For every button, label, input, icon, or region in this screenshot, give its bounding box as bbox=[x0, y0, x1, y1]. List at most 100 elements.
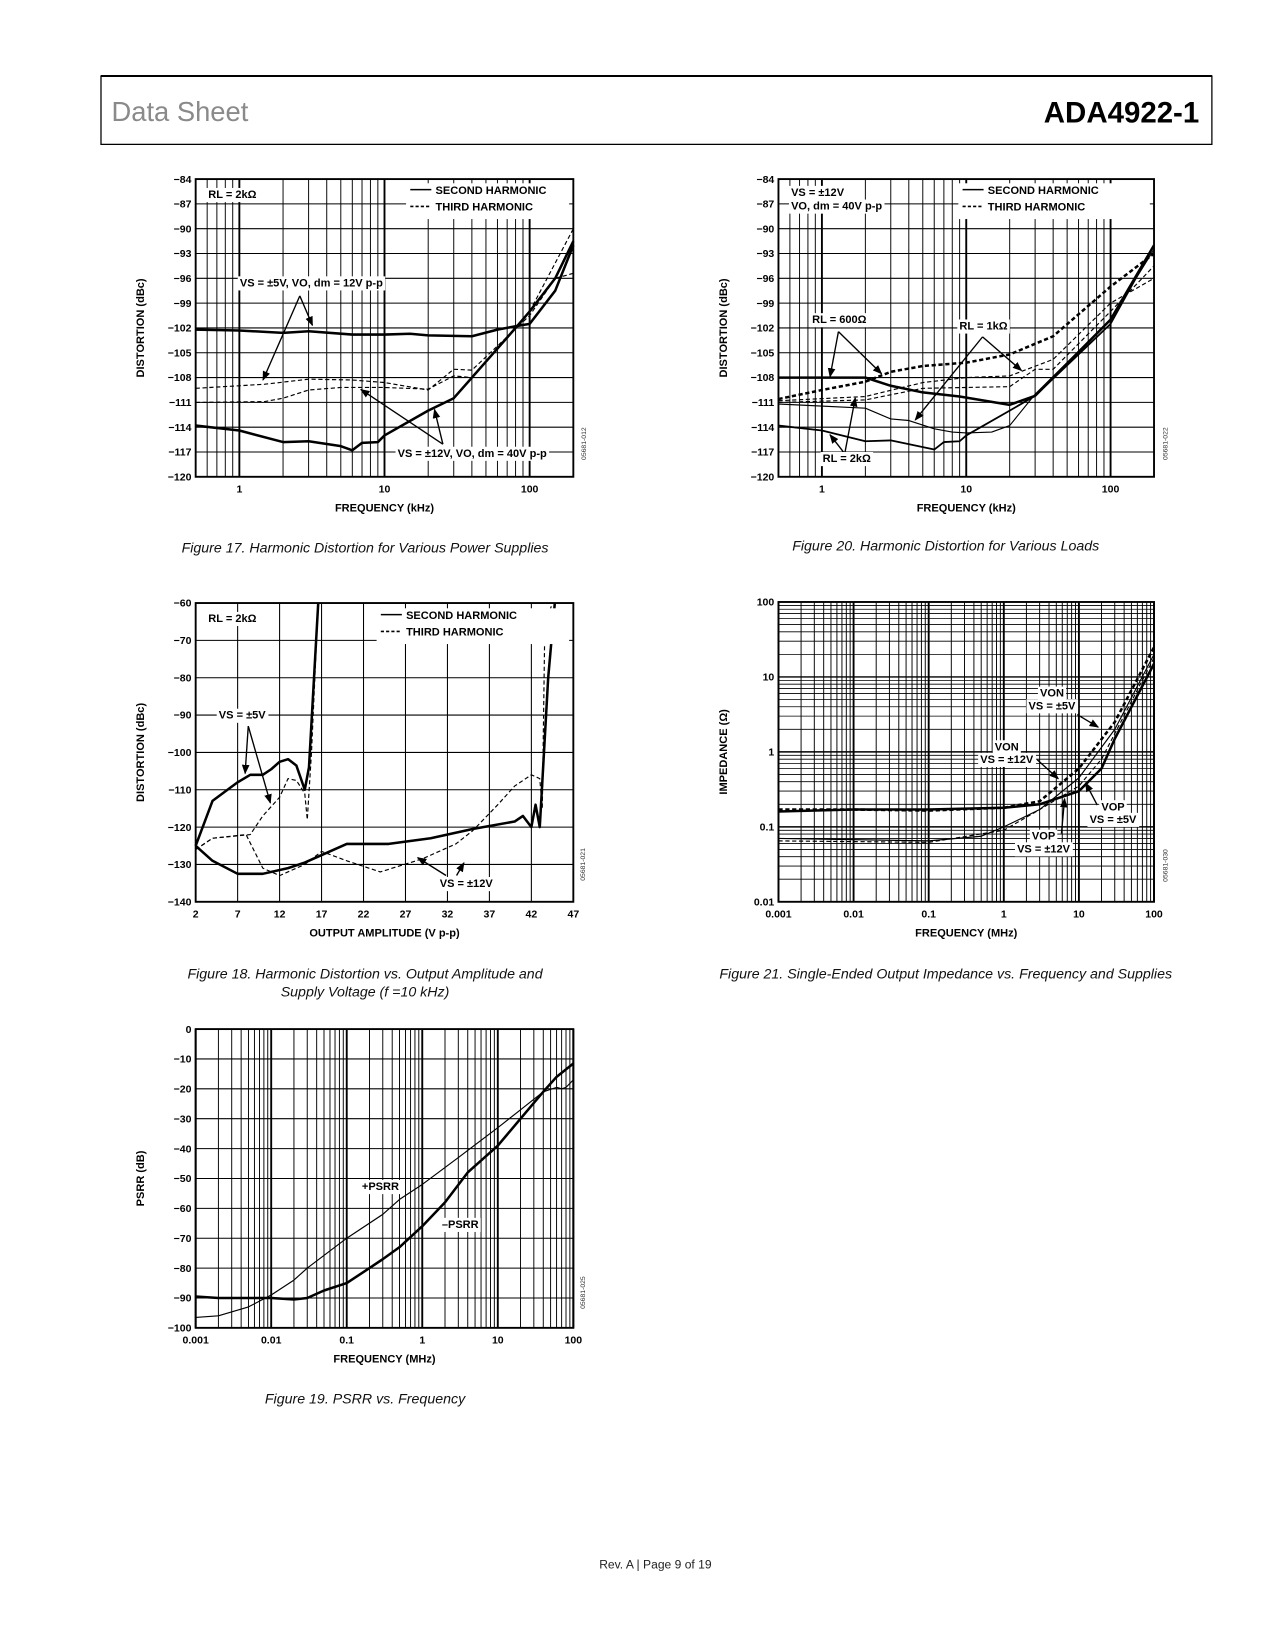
annotation-arrow bbox=[1085, 782, 1098, 806]
annotation-label: VS = ±12V bbox=[1017, 843, 1071, 855]
annotation-arrow bbox=[416, 857, 447, 877]
annotation-label: RL = 2kΩ bbox=[208, 189, 256, 201]
legend: SECOND HARMONIC THIRD HARMONIC bbox=[958, 183, 1150, 220]
y-tick-label: −108 bbox=[751, 372, 775, 384]
x-tick-label: 0.001 bbox=[765, 909, 791, 921]
series-line-0 bbox=[194, 602, 320, 847]
x-tick-label: 100 bbox=[1145, 909, 1163, 921]
annotation-label: +PSRR bbox=[362, 1181, 399, 1193]
legend: SECOND HARMONIC THIRD HARMONIC bbox=[376, 608, 570, 645]
annotation-background bbox=[395, 446, 550, 461]
x-tick-label: 2 bbox=[193, 909, 199, 921]
annotation-background bbox=[206, 187, 259, 203]
legend-background bbox=[958, 183, 1150, 220]
x-tick-label: 17 bbox=[316, 909, 328, 921]
y-tick-label: −99 bbox=[756, 298, 774, 310]
y-tick-label: −20 bbox=[174, 1084, 192, 1096]
x-tick-label: 22 bbox=[358, 909, 370, 921]
annotation-label: RL = 2kΩ bbox=[823, 453, 871, 465]
x-tick-label: 0.01 bbox=[843, 909, 864, 921]
figure-3-chart: 0.001 0.01 0.1 1 10 100 0 −10 −20 −30 −40 −50 −60 −70… bbox=[135, 1024, 587, 1408]
annotation-label: RL = 1kΩ bbox=[959, 321, 1007, 333]
x-tick-label: 1 bbox=[819, 484, 825, 496]
x-tick-label: 10 bbox=[492, 1335, 504, 1347]
y-tick-label: −30 bbox=[174, 1113, 192, 1125]
y-tick-label: −114 bbox=[168, 422, 191, 434]
y-tick-label: −80 bbox=[174, 1263, 192, 1275]
y-tick-label: −90 bbox=[174, 223, 192, 235]
annotation-arrow bbox=[837, 331, 883, 375]
y-tick-label: 0.01 bbox=[754, 896, 775, 908]
y-tick-label: −111 bbox=[752, 397, 775, 409]
annotation-background bbox=[788, 199, 885, 214]
annotation-arrow bbox=[827, 331, 840, 378]
annotation-background bbox=[992, 740, 1021, 755]
annotation-label: RL = 600Ω bbox=[812, 314, 866, 326]
series-line-1 bbox=[195, 603, 319, 850]
legend-label: SECOND HARMONIC bbox=[406, 610, 517, 622]
x-tick-label: 0.1 bbox=[921, 909, 936, 921]
annotation-background bbox=[437, 877, 496, 892]
x-axis-label: FREQUENCY (MHz) bbox=[333, 1354, 435, 1366]
annotation-background bbox=[957, 319, 1010, 334]
x-axis-label: FREQUENCY (MHz) bbox=[915, 928, 1017, 940]
y-tick-label: 10 bbox=[763, 672, 775, 684]
annotation-arrow bbox=[247, 725, 272, 804]
figure-caption: Figure 21. Single-Ended Output Impedance… bbox=[719, 967, 1172, 983]
figure-code: 05681-021 bbox=[580, 848, 587, 881]
legend-label: THIRD HARMONIC bbox=[436, 202, 533, 214]
y-tick-label: −87 bbox=[756, 199, 774, 211]
y-tick-label: −111 bbox=[169, 397, 192, 409]
series-line-3 bbox=[778, 657, 1155, 843]
annotation-background bbox=[810, 313, 869, 328]
y-tick-label: −99 bbox=[174, 298, 192, 310]
legend: SECOND HARMONIC THIRD HARMONIC bbox=[406, 183, 570, 220]
x-tick-label: 1 bbox=[419, 1335, 425, 1347]
annotation-background bbox=[1037, 686, 1067, 701]
y-tick-label: −87 bbox=[174, 199, 192, 211]
series-line-2 bbox=[778, 249, 1155, 434]
annotation-arrow bbox=[1060, 797, 1068, 834]
y-tick-label: −84 bbox=[756, 174, 774, 186]
y-tick-label: −70 bbox=[174, 1233, 192, 1245]
annotation-label: RL = 2kΩ bbox=[208, 613, 256, 625]
annotation-arrow bbox=[1036, 759, 1060, 780]
annotation-label: VOP bbox=[1032, 831, 1055, 843]
figure-caption: Figure 19. PSRR vs. Frequency bbox=[265, 1392, 466, 1408]
figure-4-chart: 0.001 0.01 0.1 1 10 1001001010.10.01FREQUENCY… bbox=[718, 597, 1172, 983]
y-tick-label: −130 bbox=[168, 859, 192, 871]
annotation-label: VS = ±12V bbox=[791, 187, 845, 199]
x-tick-label: 1 bbox=[236, 484, 242, 496]
y-tick-label: −102 bbox=[751, 323, 775, 335]
x-tick-label: 100 bbox=[1102, 484, 1120, 496]
x-tick-label: 47 bbox=[567, 909, 579, 921]
legend-background bbox=[406, 183, 570, 220]
x-tick-label: 12 bbox=[274, 909, 286, 921]
x-tick-label: 42 bbox=[526, 909, 538, 921]
annotation-label: VON bbox=[995, 741, 1019, 753]
annotation-background bbox=[1099, 800, 1127, 815]
y-tick-label: −120 bbox=[168, 822, 192, 834]
x-tick-label: 37 bbox=[484, 909, 496, 921]
header-doc-type: Data Sheet bbox=[112, 96, 249, 127]
annotation-arrow bbox=[1076, 713, 1100, 728]
annotation-background bbox=[1029, 829, 1058, 844]
x-tick-label: 0.01 bbox=[261, 1335, 282, 1347]
x-tick-label: 1 bbox=[1001, 909, 1007, 921]
legend-label: THIRD HARMONIC bbox=[406, 627, 503, 639]
series-line-0 bbox=[195, 1079, 574, 1319]
annotation-arrow bbox=[455, 862, 465, 876]
series-line-2 bbox=[194, 602, 557, 876]
y-tick-label: −80 bbox=[174, 672, 192, 684]
figure-caption: Figure 17. Harmonic Distortion for Vario… bbox=[182, 541, 549, 557]
x-tick-label: 10 bbox=[1073, 909, 1085, 921]
page-header: Data Sheet ADA4922-1 bbox=[100, 74, 1213, 146]
annotation-arrow bbox=[432, 408, 444, 445]
legend-label: SECOND HARMONIC bbox=[988, 185, 1099, 197]
annotation-arrow bbox=[241, 726, 250, 775]
x-tick-label: 0.001 bbox=[183, 1335, 209, 1347]
annotation-arrow bbox=[829, 433, 846, 455]
figure-1-chart: 1 10 100 −84 −87 −90 −93 −96 −99 −102 −105 −108 −111… bbox=[718, 174, 1170, 555]
